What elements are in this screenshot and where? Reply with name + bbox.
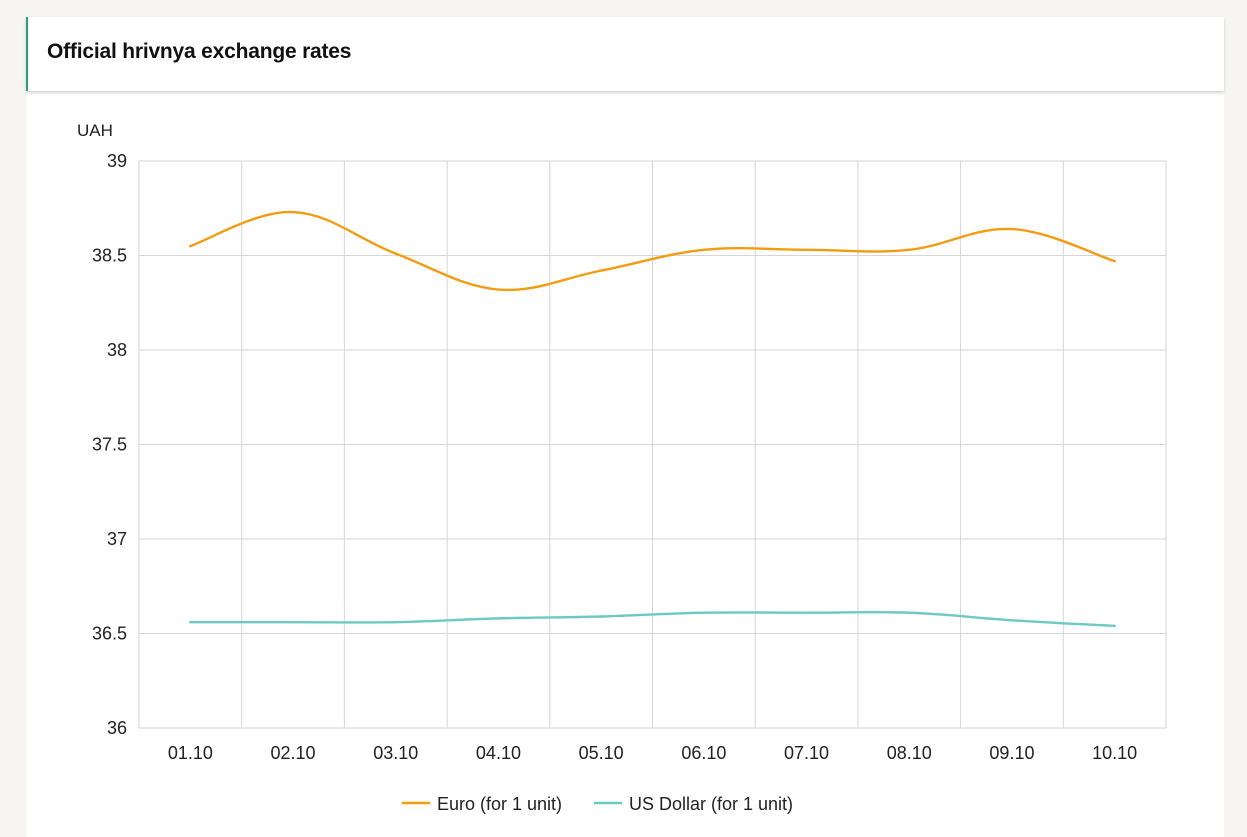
data-point-euro [189, 244, 192, 248]
data-point-usd [908, 611, 911, 614]
y-tick-label: 38.5 [92, 246, 127, 266]
data-point-usd [394, 620, 397, 624]
data-point-euro [497, 288, 500, 291]
y-tick-label: 37.5 [92, 435, 127, 455]
x-tick-label: 03.10 [373, 743, 418, 763]
data-point-usd [291, 620, 295, 624]
data-point-usd [702, 611, 706, 614]
legend-label-usd: US Dollar (for 1 unit) [629, 794, 793, 814]
legend-label-euro: Euro (for 1 unit) [437, 794, 562, 814]
x-tick-label: 04.10 [476, 743, 521, 763]
y-tick-label: 36 [107, 718, 127, 738]
y-tick-label: 36.5 [92, 624, 127, 644]
page-title: Official hrivnya exchange rates [47, 40, 352, 63]
data-point-euro [1113, 259, 1116, 263]
data-point-usd [1113, 624, 1116, 628]
data-point-usd [805, 611, 808, 614]
y-tick-label: 39 [107, 151, 127, 171]
line-chart: 36 36.5 37 37.5 38 38.5 39 01.10 02.10 03.10 04.10… [77, 121, 1167, 814]
data-point-euro [599, 269, 603, 272]
x-tick-label: 01.10 [168, 743, 213, 763]
y-tick-label: 37 [107, 529, 127, 549]
data-point-euro [291, 210, 295, 214]
data-point-usd [1010, 619, 1014, 622]
x-tick-label: 05.10 [579, 743, 624, 763]
y-axis-unit-label: UAH [77, 121, 113, 140]
card-header: Official hrivnya exchange rates [26, 17, 1224, 91]
chart-card: Official hrivnya exchange rates 36 36.5 37… [26, 17, 1224, 837]
data-point-usd [599, 615, 603, 618]
y-tick-label: 38 [107, 340, 127, 360]
data-point-usd [497, 617, 500, 620]
data-point-euro [1010, 227, 1014, 231]
series-line-usd [189, 610, 1116, 628]
data-point-euro [702, 248, 706, 252]
data-point-euro [805, 248, 808, 252]
data-point-euro [908, 248, 911, 252]
x-tick-label: 08.10 [887, 743, 932, 763]
x-tick-label: 02.10 [271, 743, 316, 763]
data-point-euro [394, 252, 397, 255]
data-point-usd [189, 620, 192, 624]
x-tick-label: 10.10 [1092, 743, 1137, 763]
x-tick-label: 06.10 [681, 743, 726, 763]
x-tick-label: 09.10 [989, 743, 1034, 763]
x-tick-label: 07.10 [784, 743, 829, 763]
series-line-euro [189, 210, 1116, 292]
